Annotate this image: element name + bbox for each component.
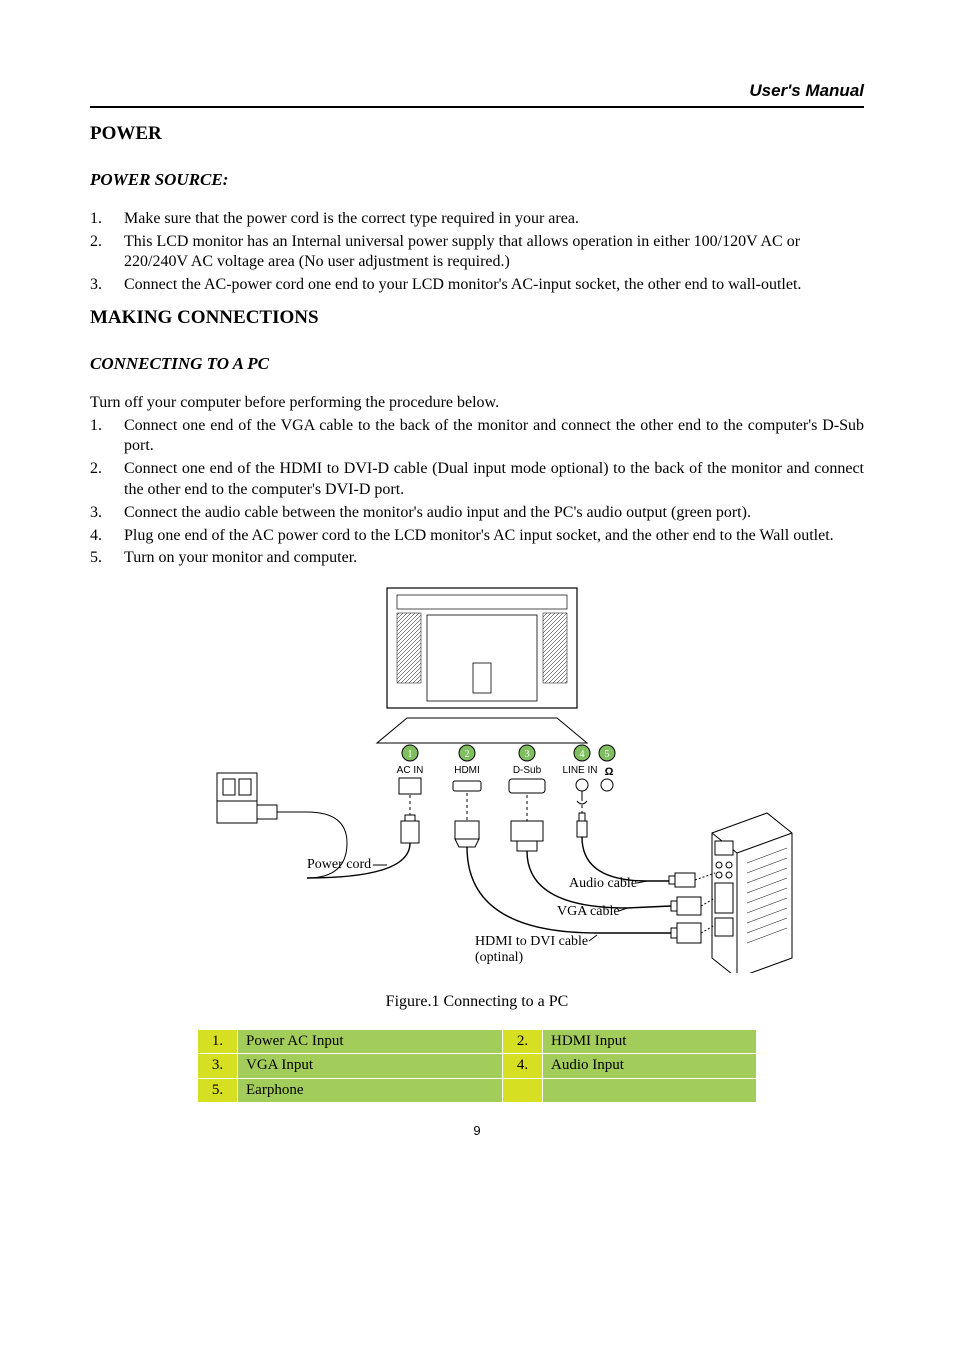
power-heading: POWER	[90, 122, 864, 147]
header-title: User's Manual	[90, 80, 864, 102]
port-num: 2.	[503, 1029, 543, 1054]
table-row: 5. Earphone	[198, 1078, 757, 1103]
svg-text:5: 5	[605, 749, 610, 760]
list-num: 2.	[90, 459, 124, 501]
ports-table: 1. Power AC Input 2. HDMI Input 3. VGA I…	[197, 1029, 757, 1104]
connections-heading: MAKING CONNECTIONS	[90, 306, 864, 331]
list-text: Connect one end of the HDMI to DVI-D cab…	[124, 459, 864, 501]
svg-text:D-Sub: D-Sub	[513, 765, 542, 776]
svg-text:3: 3	[525, 749, 530, 760]
list-num: 2.	[90, 232, 124, 274]
list-num: 4.	[90, 526, 124, 547]
svg-text:HDMI: HDMI	[454, 765, 480, 776]
list-text: Turn on your monitor and computer.	[124, 548, 864, 569]
list-num: 1.	[90, 416, 124, 458]
header-rule	[90, 106, 864, 108]
list-text: This LCD monitor has an Internal univers…	[124, 232, 864, 274]
power-source-list: 1.Make sure that the power cord is the c…	[90, 209, 864, 296]
connection-diagram: 1 2 3 4 5 AC IN HDMI D-Sub LINE IN Ω	[157, 583, 797, 973]
page-number: 9	[90, 1123, 864, 1140]
port-num: 4.	[503, 1054, 543, 1079]
list-num: 1.	[90, 209, 124, 230]
list-text: Connect one end of the VGA cable to the …	[124, 416, 864, 458]
connections-list: 1.Connect one end of the VGA cable to th…	[90, 416, 864, 570]
svg-text:2: 2	[465, 749, 470, 760]
figure-box: 1 2 3 4 5 AC IN HDMI D-Sub LINE IN Ω	[157, 583, 797, 980]
table-row: 3. VGA Input 4. Audio Input	[198, 1054, 757, 1079]
svg-text:4: 4	[580, 749, 585, 760]
port-label: Earphone	[238, 1078, 503, 1103]
power-source-sub: POWER SOURCE:	[90, 169, 864, 191]
table-row: 1. Power AC Input 2. HDMI Input	[198, 1029, 757, 1054]
svg-text:LINE IN: LINE IN	[562, 765, 597, 776]
list-num: 3.	[90, 275, 124, 296]
port-num: 1.	[198, 1029, 238, 1054]
connecting-pc-sub: CONNECTING TO A PC	[90, 353, 864, 375]
port-label: VGA Input	[238, 1054, 503, 1079]
svg-text:1: 1	[408, 749, 413, 760]
list-num: 3.	[90, 503, 124, 524]
svg-text:Audio cable: Audio cable	[569, 876, 637, 891]
figure-wrap: 1 2 3 4 5 AC IN HDMI D-Sub LINE IN Ω	[90, 583, 864, 980]
svg-text:Power cord: Power cord	[307, 857, 371, 872]
port-label: HDMI Input	[543, 1029, 757, 1054]
port-num	[503, 1078, 543, 1103]
svg-text:HDMI to DVI cable: HDMI to DVI cable	[475, 934, 588, 949]
figure-caption: Figure.1 Connecting to a PC	[90, 992, 864, 1013]
svg-text:(optinal): (optinal)	[475, 950, 524, 965]
port-label	[543, 1078, 757, 1103]
svg-text:Ω: Ω	[605, 766, 614, 778]
list-text: Make sure that the power cord is the cor…	[124, 209, 864, 230]
list-text: Plug one end of the AC power cord to the…	[124, 526, 864, 547]
svg-text:VGA cable: VGA cable	[557, 904, 620, 919]
port-label: Audio Input	[543, 1054, 757, 1079]
connections-intro: Turn off your computer before performing…	[90, 393, 864, 414]
port-label: Power AC Input	[238, 1029, 503, 1054]
port-num: 3.	[198, 1054, 238, 1079]
list-text: Connect the audio cable between the moni…	[124, 503, 864, 524]
svg-text:AC IN: AC IN	[397, 765, 424, 776]
port-num: 5.	[198, 1078, 238, 1103]
list-text: Connect the AC-power cord one end to you…	[124, 275, 864, 296]
list-num: 5.	[90, 548, 124, 569]
